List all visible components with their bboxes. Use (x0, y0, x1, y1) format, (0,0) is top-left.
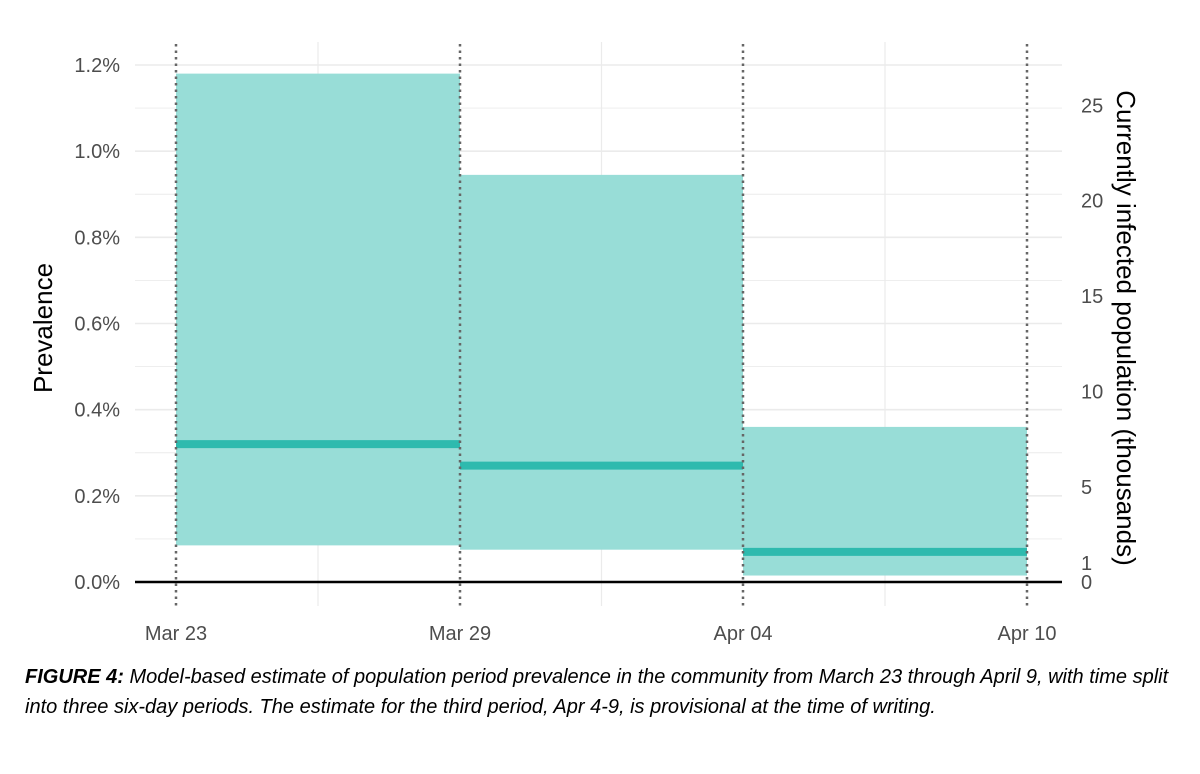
y-right-tick-label: 0 (1081, 572, 1092, 594)
y-right-tick-label: 25 (1081, 95, 1103, 117)
figure-caption: FIGURE 4: Model-based estimate of popula… (25, 662, 1175, 722)
y-right-tick-label: 5 (1081, 477, 1092, 499)
caption-label: FIGURE 4: (25, 666, 124, 688)
y-left-tick-label: 0.8% (74, 227, 120, 249)
y-left-tick-label: 1.0% (74, 141, 120, 163)
x-tick-label: Mar 29 (429, 623, 491, 645)
y-right-tick-label: 10 (1081, 382, 1103, 404)
left-tick-layer: 0.0% 0.2% 0.4% 0.6% 0.8% 1.0% 1.2% (74, 55, 120, 594)
interval-band-1 (176, 73, 460, 546)
caption-text: Model-based estimate of population perio… (25, 666, 1169, 718)
x-tick-label: Mar 23 (145, 623, 207, 645)
x-tick-label: Apr 10 (998, 623, 1057, 645)
y-left-tick-label: 0.6% (74, 314, 120, 336)
estimate-layer (176, 440, 1027, 556)
y-right-tick-label: 20 (1081, 191, 1103, 213)
divider-layer (135, 44, 1062, 608)
x-tick-label: Apr 04 (714, 623, 773, 645)
y-right-tick-label: 15 (1081, 286, 1103, 308)
y-left-tick-label: 0.0% (74, 572, 120, 594)
right-axis-title: Currently infected population (thousands… (1111, 90, 1141, 566)
y-left-tick-label: 0.2% (74, 486, 120, 508)
y-left-tick-label: 1.2% (74, 55, 120, 77)
x-tick-layer: Mar 23 Mar 29 Apr 04 Apr 10 (145, 623, 1057, 645)
y-right-tick-label: 1 (1081, 553, 1092, 575)
left-axis-title: Prevalence (28, 263, 58, 393)
interval-band-2 (460, 174, 743, 550)
prevalence-chart: 0.0%0.2%0.4%0.6%0.8%1.0%1.2% 01510152025… (28, 42, 1141, 645)
y-left-tick-label: 0.4% (74, 400, 120, 422)
